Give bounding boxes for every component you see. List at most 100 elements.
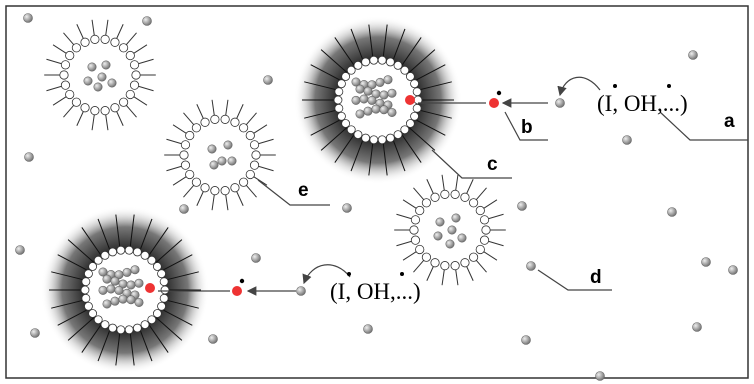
head bbox=[347, 66, 355, 74]
head bbox=[252, 151, 260, 159]
head bbox=[334, 96, 342, 104]
head bbox=[335, 104, 343, 112]
head bbox=[413, 104, 421, 112]
head bbox=[72, 98, 80, 106]
head bbox=[370, 56, 378, 64]
particle bbox=[352, 96, 360, 104]
head bbox=[160, 278, 168, 286]
particle bbox=[368, 96, 376, 104]
head bbox=[94, 256, 102, 264]
head bbox=[461, 193, 469, 201]
head bbox=[416, 245, 424, 253]
head bbox=[101, 251, 109, 259]
head bbox=[354, 131, 362, 139]
particle bbox=[224, 141, 232, 149]
head bbox=[362, 134, 370, 142]
particle bbox=[127, 296, 135, 304]
head bbox=[410, 226, 418, 234]
head bbox=[141, 321, 149, 329]
head bbox=[161, 286, 169, 294]
head bbox=[125, 246, 133, 254]
particle bbox=[24, 14, 33, 23]
particle bbox=[84, 77, 92, 85]
head bbox=[422, 199, 430, 207]
head bbox=[378, 56, 386, 64]
particle bbox=[518, 202, 527, 211]
particle bbox=[119, 295, 127, 303]
particle bbox=[297, 287, 306, 296]
head bbox=[111, 38, 119, 46]
head bbox=[81, 286, 89, 294]
particle bbox=[596, 372, 605, 381]
head bbox=[431, 259, 439, 267]
head bbox=[119, 44, 127, 52]
head bbox=[109, 324, 117, 332]
head bbox=[476, 245, 484, 253]
particle bbox=[135, 298, 143, 306]
particle bbox=[108, 79, 116, 87]
head bbox=[101, 321, 109, 329]
head bbox=[386, 134, 394, 142]
formula: (I, OH,...) bbox=[597, 91, 688, 116]
head bbox=[370, 136, 378, 144]
particle bbox=[94, 83, 102, 91]
head bbox=[211, 186, 219, 194]
head bbox=[476, 206, 484, 214]
head bbox=[354, 61, 362, 69]
head bbox=[406, 120, 414, 128]
particle bbox=[31, 329, 40, 338]
head bbox=[239, 178, 247, 186]
head bbox=[153, 310, 161, 318]
head bbox=[148, 256, 156, 264]
particle bbox=[448, 226, 456, 234]
head bbox=[125, 326, 133, 334]
head bbox=[89, 310, 97, 318]
head bbox=[72, 44, 80, 52]
head bbox=[60, 71, 68, 79]
head bbox=[132, 71, 140, 79]
head bbox=[180, 151, 188, 159]
particle bbox=[380, 106, 388, 114]
label: e bbox=[298, 180, 309, 201]
particle bbox=[252, 254, 261, 263]
radical-dot bbox=[240, 279, 244, 283]
head bbox=[342, 72, 350, 80]
head bbox=[126, 90, 134, 98]
head bbox=[158, 270, 166, 278]
particle bbox=[360, 95, 368, 103]
particle bbox=[376, 78, 384, 86]
head bbox=[431, 193, 439, 201]
head bbox=[413, 88, 421, 96]
head bbox=[91, 35, 99, 43]
radical bbox=[232, 286, 242, 296]
head bbox=[186, 170, 194, 178]
particle bbox=[228, 157, 236, 165]
label: c bbox=[487, 154, 498, 175]
particle bbox=[102, 61, 110, 69]
head bbox=[347, 126, 355, 134]
head bbox=[126, 51, 134, 59]
head bbox=[109, 248, 117, 256]
head bbox=[416, 206, 424, 214]
head bbox=[335, 88, 343, 96]
radical-dot bbox=[497, 91, 501, 95]
particle bbox=[209, 335, 218, 344]
head bbox=[386, 58, 394, 66]
particle bbox=[99, 286, 107, 294]
head bbox=[461, 259, 469, 267]
particle bbox=[208, 145, 216, 153]
particle bbox=[436, 218, 444, 226]
head bbox=[101, 106, 109, 114]
head bbox=[66, 51, 74, 59]
label: d bbox=[590, 267, 602, 288]
particle bbox=[623, 136, 632, 145]
head bbox=[201, 184, 209, 192]
particle bbox=[364, 107, 372, 115]
particle bbox=[343, 204, 352, 213]
head bbox=[231, 118, 239, 126]
head bbox=[394, 61, 402, 69]
particle bbox=[522, 336, 531, 345]
particle bbox=[103, 275, 111, 283]
head bbox=[61, 61, 69, 69]
head bbox=[91, 106, 99, 114]
